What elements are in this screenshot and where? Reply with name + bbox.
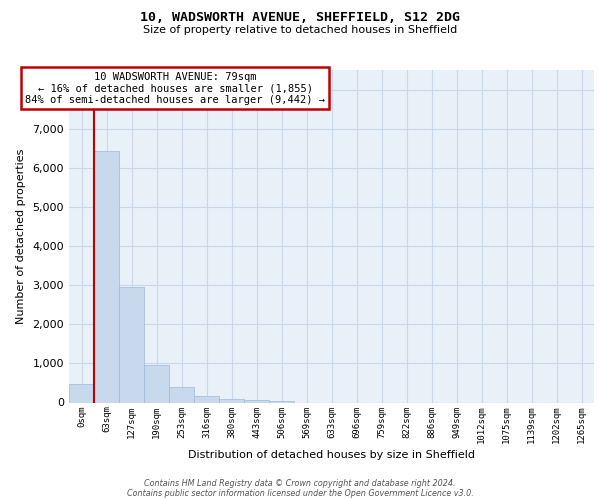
Bar: [244, 400, 269, 402]
Y-axis label: Number of detached properties: Number of detached properties: [16, 148, 26, 324]
Text: Contains HM Land Registry data © Crown copyright and database right 2024.
Contai: Contains HM Land Registry data © Crown c…: [127, 478, 473, 498]
Bar: [194, 396, 219, 402]
Bar: [219, 398, 244, 402]
Text: 10 WADSWORTH AVENUE: 79sqm
← 16% of detached houses are smaller (1,855)
84% of s: 10 WADSWORTH AVENUE: 79sqm ← 16% of deta…: [25, 72, 325, 105]
Bar: [69, 384, 94, 402]
Bar: [169, 387, 194, 402]
Bar: [119, 287, 144, 403]
X-axis label: Distribution of detached houses by size in Sheffield: Distribution of detached houses by size …: [188, 450, 475, 460]
Text: 10, WADSWORTH AVENUE, SHEFFIELD, S12 2DG: 10, WADSWORTH AVENUE, SHEFFIELD, S12 2DG: [140, 11, 460, 24]
Text: Size of property relative to detached houses in Sheffield: Size of property relative to detached ho…: [143, 25, 457, 35]
Bar: [269, 401, 294, 402]
Bar: [94, 151, 119, 403]
Bar: [144, 365, 169, 403]
